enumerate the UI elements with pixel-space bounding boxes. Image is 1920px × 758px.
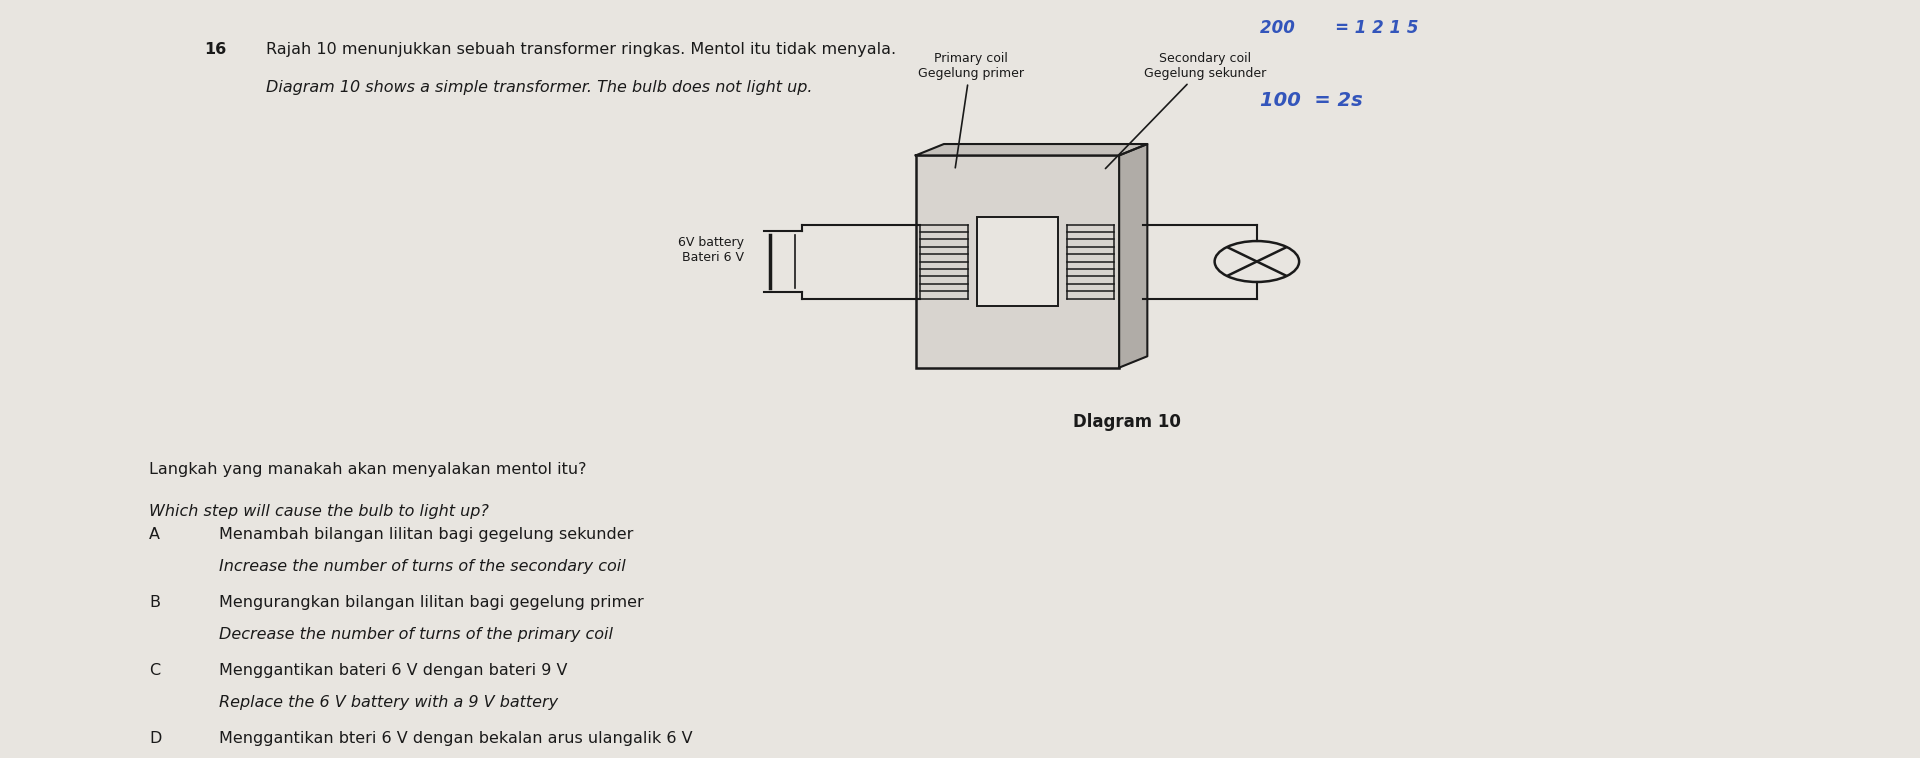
Text: Rajah 10 menunjukkan sebuah transformer ringkas. Mentol itu tidak menyala.: Rajah 10 menunjukkan sebuah transformer … bbox=[267, 42, 897, 57]
Text: 16: 16 bbox=[204, 42, 227, 57]
Text: Primary coil
Gegelung primer: Primary coil Gegelung primer bbox=[918, 52, 1023, 168]
Text: 200       = 1 2 1 5: 200 = 1 2 1 5 bbox=[1260, 19, 1419, 37]
Circle shape bbox=[1215, 241, 1300, 282]
Bar bbox=[916, 155, 1119, 368]
Polygon shape bbox=[916, 144, 1148, 155]
Text: 6V battery
Bateri 6 V: 6V battery Bateri 6 V bbox=[678, 236, 743, 264]
Polygon shape bbox=[1119, 144, 1148, 368]
Text: Menambah bilangan lilitan bagi gegelung sekunder: Menambah bilangan lilitan bagi gegelung … bbox=[219, 527, 634, 542]
Text: D: D bbox=[150, 731, 161, 747]
Text: Secondary coil
Gegelung sekunder: Secondary coil Gegelung sekunder bbox=[1106, 52, 1267, 168]
Text: Mengurangkan bilangan lilitan bagi gegelung primer: Mengurangkan bilangan lilitan bagi gegel… bbox=[219, 595, 643, 610]
Text: C: C bbox=[150, 663, 159, 678]
Text: Menggantikan bteri 6 V dengan bekalan arus ulangalik 6 V: Menggantikan bteri 6 V dengan bekalan ar… bbox=[219, 731, 693, 747]
Text: A: A bbox=[150, 527, 159, 542]
Text: Menggantikan bateri 6 V dengan bateri 9 V: Menggantikan bateri 6 V dengan bateri 9 … bbox=[219, 663, 568, 678]
Text: Dlagram 10: Dlagram 10 bbox=[1073, 413, 1181, 431]
Text: Replace the 6 V battery with a 9 V battery: Replace the 6 V battery with a 9 V batte… bbox=[219, 695, 559, 710]
Text: Diagram 10 shows a simple transformer. The bulb does not light up.: Diagram 10 shows a simple transformer. T… bbox=[267, 80, 812, 95]
Text: Langkah yang manakah akan menyalakan mentol itu?: Langkah yang manakah akan menyalakan men… bbox=[150, 462, 586, 478]
Text: Decrease the number of turns of the primary coil: Decrease the number of turns of the prim… bbox=[219, 627, 612, 642]
Text: Increase the number of turns of the secondary coil: Increase the number of turns of the seco… bbox=[219, 559, 626, 574]
Bar bbox=[977, 217, 1058, 306]
Text: B: B bbox=[150, 595, 159, 610]
Text: 100  = 2s: 100 = 2s bbox=[1260, 91, 1363, 110]
Text: Which step will cause the bulb to light up?: Which step will cause the bulb to light … bbox=[150, 504, 490, 519]
